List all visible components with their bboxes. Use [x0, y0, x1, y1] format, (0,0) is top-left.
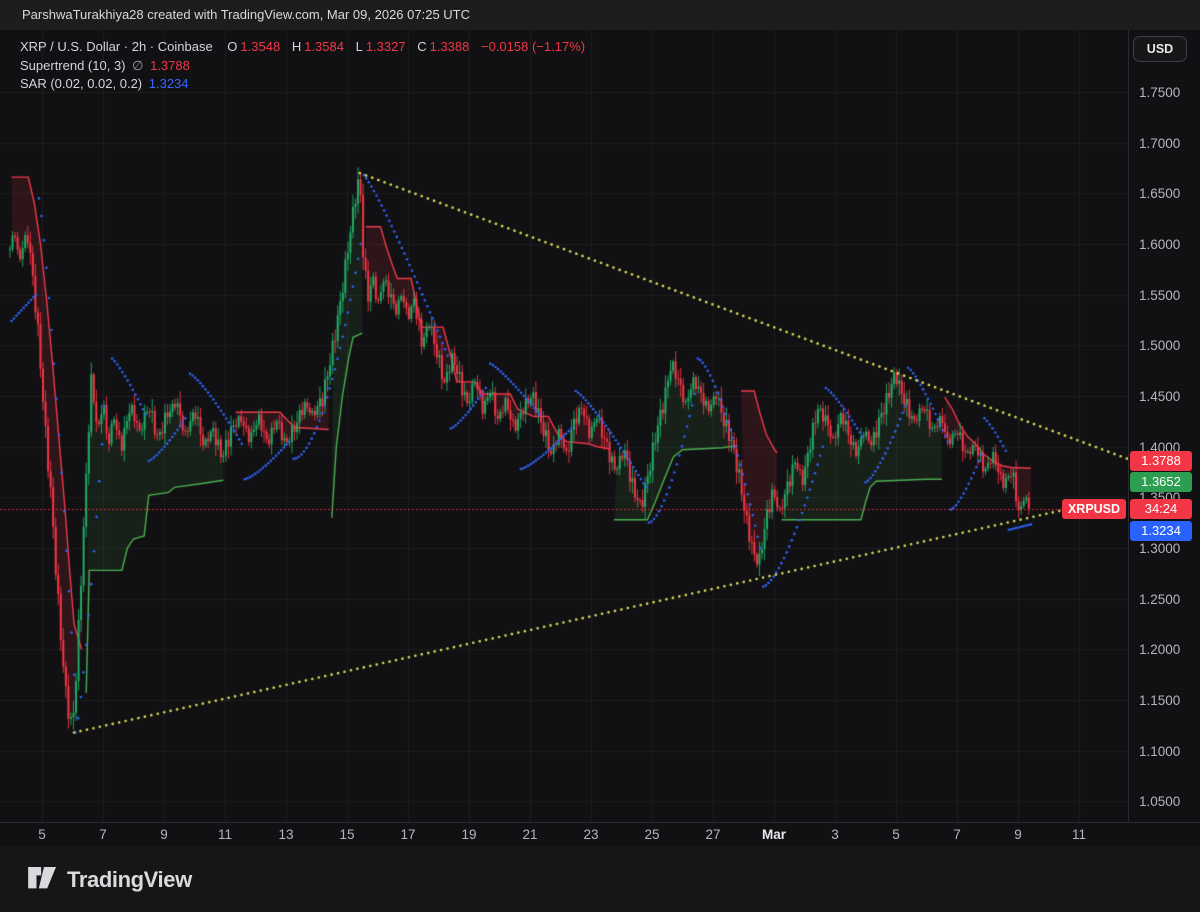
price-tick-label: 1.2500: [1139, 591, 1181, 607]
time-tick-label: 3: [831, 827, 839, 842]
price-axis-badge: 1.3788: [1130, 451, 1192, 472]
time-tick-label: 7: [953, 827, 961, 842]
price-tick-label: 1.7000: [1139, 135, 1181, 151]
legend-supertrend-row[interactable]: Supertrend (10, 3) ∅ 1.3788: [20, 57, 588, 76]
price-tick-label: 1.4500: [1139, 389, 1181, 405]
ohlc-close-value: 1.3388: [429, 39, 470, 54]
price-tick-label: 1.2000: [1139, 642, 1181, 658]
price-tick-label: 1.1500: [1139, 693, 1181, 709]
legend-symbol-row[interactable]: XRP / U.S. Dollar · 2h · Coinbase O 1.354…: [20, 38, 588, 57]
price-tick-label: 1.6000: [1139, 237, 1181, 253]
price-axis-badge: 34:24: [1130, 498, 1192, 519]
price-tick-label: 1.6500: [1139, 186, 1181, 202]
price-tick-label: 1.0500: [1139, 794, 1181, 810]
time-tick-label: 9: [1014, 827, 1022, 842]
tradingview-brand-text[interactable]: TradingView: [67, 866, 192, 892]
supertrend-diameter-icon: ∅: [132, 57, 144, 73]
time-scale[interactable]: 5 7 9 11 13 15 17 19 21 23 25 27 Mar 3 5 7 9 11: [0, 822, 1200, 846]
time-tick-label: 15: [339, 827, 355, 842]
footer-bar: TradingView: [0, 847, 1200, 912]
ohlc-high-label: H: [291, 39, 302, 54]
price-tick-label: 1.7500: [1139, 85, 1181, 100]
time-tick-label: 7: [99, 827, 107, 842]
time-tick-label: 19: [461, 827, 477, 842]
price-tick-label: 1.5500: [1139, 287, 1181, 303]
time-tick-label: 13: [278, 827, 294, 842]
ohlc-low-label: L: [355, 39, 363, 54]
sar-name: SAR (0.02, 0.02, 0.2): [20, 76, 143, 91]
attribution-text: ParshwaTurakhiya28 created with TradingV…: [22, 7, 471, 22]
sar-value: 1.3234: [148, 76, 189, 91]
currency-toggle-button[interactable]: USD: [1133, 36, 1187, 62]
price-scale[interactable]: USD 1.7500 1.7000 1.6500 1.6000 1.5500 1.5000…: [1128, 30, 1200, 822]
price-tick-label: 1.1000: [1139, 743, 1181, 759]
chart-legend[interactable]: XRP / U.S. Dollar · 2h · Coinbase O 1.354…: [20, 38, 588, 94]
time-tick-label: 5: [892, 827, 900, 842]
price-axis-badge: 1.3234: [1130, 521, 1192, 542]
time-tick-label: 21: [522, 827, 538, 842]
time-tick-label: 17: [400, 827, 416, 842]
chart-area[interactable]: XRP / U.S. Dollar · 2h · Coinbase O 1.354…: [0, 30, 1200, 846]
price-tick-label: 1.5000: [1139, 338, 1181, 354]
time-tick-label: Mar: [761, 827, 786, 842]
time-tick-label: 9: [160, 827, 168, 842]
time-tick-label: 11: [217, 827, 232, 842]
ohlc-open-value: 1.3548: [240, 39, 281, 54]
tradingview-logo-icon: [28, 866, 56, 888]
time-tick-label: 27: [705, 827, 721, 842]
time-tick-label: 25: [644, 827, 660, 842]
time-tick-label: 23: [583, 827, 599, 842]
price-axis-badge: 1.3652: [1130, 472, 1192, 493]
symbol-title: XRP / U.S. Dollar · 2h · Coinbase: [20, 39, 213, 54]
ohlc-open-label: O: [227, 39, 238, 54]
ohlc-high-value: 1.3584: [304, 39, 344, 54]
symbol-price-flag: XRPUSD: [1062, 498, 1126, 519]
time-tick-label: 5: [38, 827, 46, 842]
change-value: −0.0158 (−1.17%): [481, 39, 586, 54]
price-tick-label: 1.3000: [1139, 541, 1181, 557]
supertrend-name: Supertrend (10, 3): [20, 57, 126, 73]
price-chart-canvas[interactable]: [0, 30, 1128, 822]
attribution-bar: ParshwaTurakhiya28 created with TradingV…: [0, 0, 1200, 30]
time-tick-label: 11: [1071, 827, 1086, 842]
legend-sar-row[interactable]: SAR (0.02, 0.02, 0.2) 1.3234: [20, 75, 588, 94]
ohlc-low-value: 1.3327: [365, 39, 406, 54]
price-tick-label: 1.4000: [1139, 439, 1181, 455]
ohlc-close-label: C: [417, 39, 427, 54]
supertrend-value: 1.3788: [150, 57, 190, 73]
